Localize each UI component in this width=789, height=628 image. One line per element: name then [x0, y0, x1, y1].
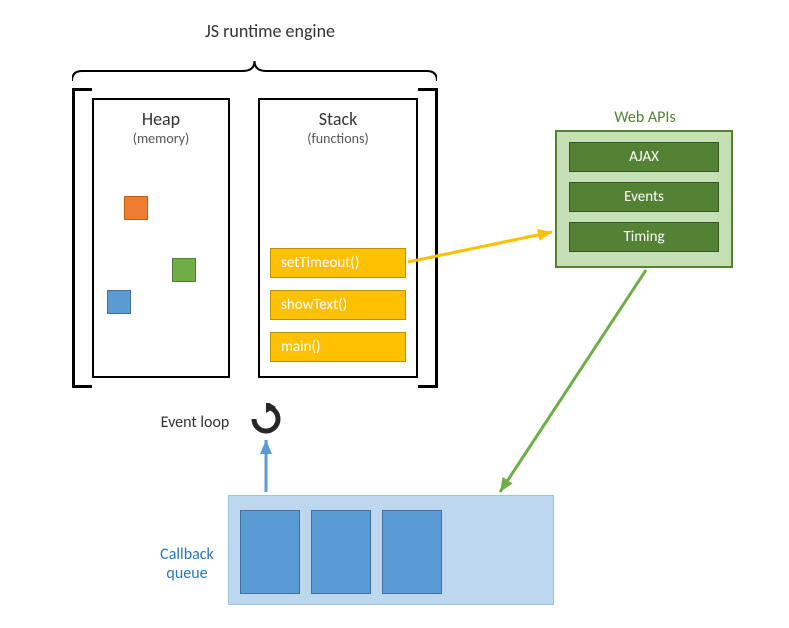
- heap-subtitle: (memory): [92, 130, 230, 147]
- stack-to-webapi-head: [537, 229, 552, 241]
- stack-frame: main(): [270, 332, 406, 362]
- webapi-item: AJAX: [569, 142, 719, 172]
- engine-bracket-right: [418, 88, 438, 388]
- runtime-brace: [72, 53, 437, 83]
- queue-to-loop-head: [260, 440, 272, 454]
- event-loop-label: Event loop: [145, 413, 245, 432]
- webapis-title: Web APIs: [555, 108, 735, 127]
- heap-title: Heap: [92, 108, 230, 130]
- stack-subtitle: (functions): [258, 130, 418, 147]
- callback-queue-slot: [382, 510, 442, 594]
- webapi-item: Timing: [569, 222, 719, 252]
- webapi-to-queue: [500, 270, 646, 492]
- stack-frame: showText(): [270, 290, 406, 320]
- webapi-item: Events: [569, 182, 719, 212]
- webapi-to-queue-head: [500, 477, 513, 492]
- engine-bracket-left: [72, 88, 92, 388]
- heap-object: [107, 290, 131, 314]
- callback-queue-slot: [311, 510, 371, 594]
- event-loop-icon: [250, 403, 282, 440]
- callback-queue-slot: [240, 510, 300, 594]
- stack-title: Stack: [258, 108, 418, 130]
- runtime-engine-title: JS runtime engine: [170, 20, 370, 42]
- callback-queue-label: Callback queue: [142, 545, 232, 583]
- heap-object: [124, 196, 148, 220]
- heap-object: [172, 258, 196, 282]
- stack-frame: setTimeout(): [270, 248, 406, 278]
